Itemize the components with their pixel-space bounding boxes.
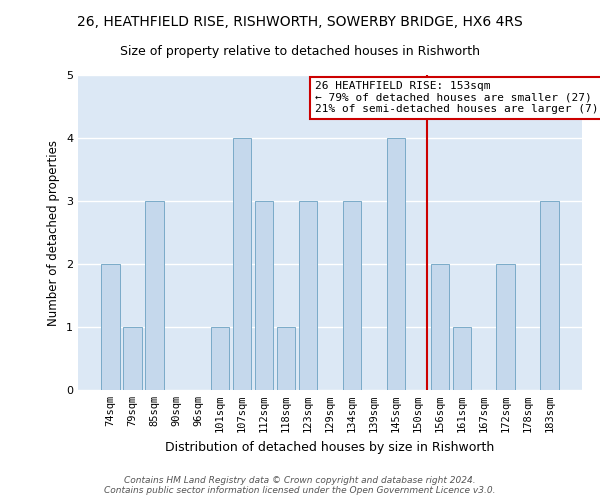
- Bar: [233, 138, 251, 390]
- X-axis label: Distribution of detached houses by size in Rishworth: Distribution of detached houses by size …: [166, 440, 494, 454]
- Bar: [299, 201, 317, 390]
- Bar: [101, 264, 119, 390]
- Bar: [255, 201, 274, 390]
- Bar: [145, 201, 164, 390]
- Y-axis label: Number of detached properties: Number of detached properties: [47, 140, 61, 326]
- Bar: [431, 264, 449, 390]
- Bar: [123, 327, 142, 390]
- Bar: [211, 327, 229, 390]
- Bar: [277, 327, 295, 390]
- Bar: [541, 201, 559, 390]
- Bar: [343, 201, 361, 390]
- Text: Size of property relative to detached houses in Rishworth: Size of property relative to detached ho…: [120, 45, 480, 58]
- Bar: [452, 327, 471, 390]
- Text: 26 HEATHFIELD RISE: 153sqm
← 79% of detached houses are smaller (27)
21% of semi: 26 HEATHFIELD RISE: 153sqm ← 79% of deta…: [315, 82, 600, 114]
- Text: 26, HEATHFIELD RISE, RISHWORTH, SOWERBY BRIDGE, HX6 4RS: 26, HEATHFIELD RISE, RISHWORTH, SOWERBY …: [77, 15, 523, 29]
- Bar: [386, 138, 405, 390]
- Text: Contains HM Land Registry data © Crown copyright and database right 2024.
Contai: Contains HM Land Registry data © Crown c…: [104, 476, 496, 495]
- Bar: [496, 264, 515, 390]
